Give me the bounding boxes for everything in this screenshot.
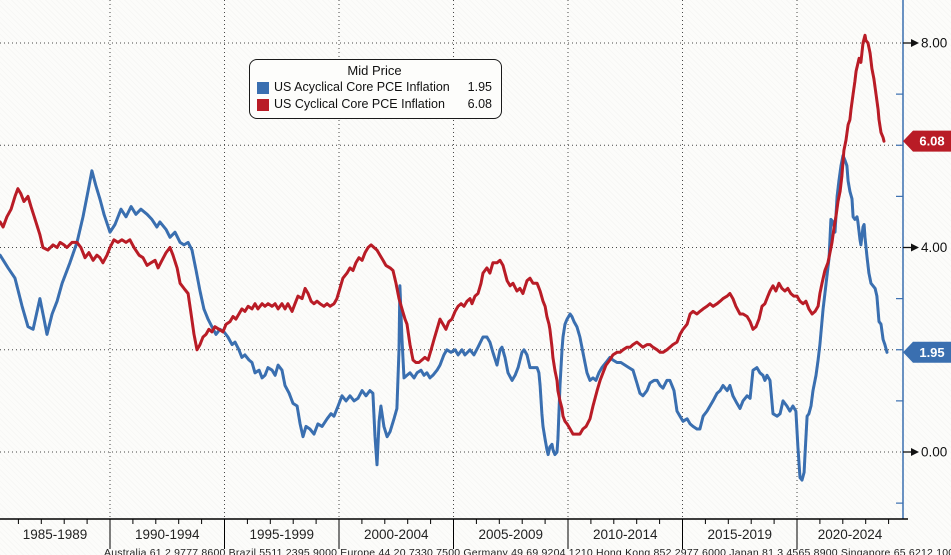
legend-box[interactable]: Mid Price US Acyclical Core PCE Inflatio… [249,59,502,119]
legend-series-label: US Acyclical Core PCE Inflation [274,80,450,94]
last-price-badge-text: 6.08 [919,134,944,149]
y-axis-arrow-icon [911,448,919,456]
legend-series-value: 6.08 [467,97,492,111]
y-axis-arrow-icon [911,243,919,252]
acyclical-series-swatch-icon [257,81,269,94]
cyclical-series-swatch-icon [257,98,269,111]
y-axis-tick-label: 8.00 [921,36,947,51]
y-axis-tick-label: 4.00 [921,240,947,255]
y-axis-arrow-icon [911,39,919,47]
legend-series-acyclical: US Acyclical Core PCE Inflation 1.95 [257,79,492,96]
last-price-badge [903,341,951,363]
series-line-cyclical[interactable] [0,33,886,436]
series-line-acyclical[interactable] [0,154,889,482]
last-price-badge [903,130,951,152]
legend-series-cyclical: US Cyclical Core PCE Inflation 6.08 [257,96,492,113]
legend-series-value: 1.95 [467,80,492,94]
y-axis-tick-label: 0.00 [921,445,947,460]
footer-disclaimer: Australia 61 2 9777 8600 Brazil 5511 239… [104,547,951,555]
last-price-badge-text: 1.95 [919,345,944,360]
legend-title: Mid Price [347,63,402,78]
legend-series-label: US Cyclical Core PCE Inflation [274,97,445,111]
